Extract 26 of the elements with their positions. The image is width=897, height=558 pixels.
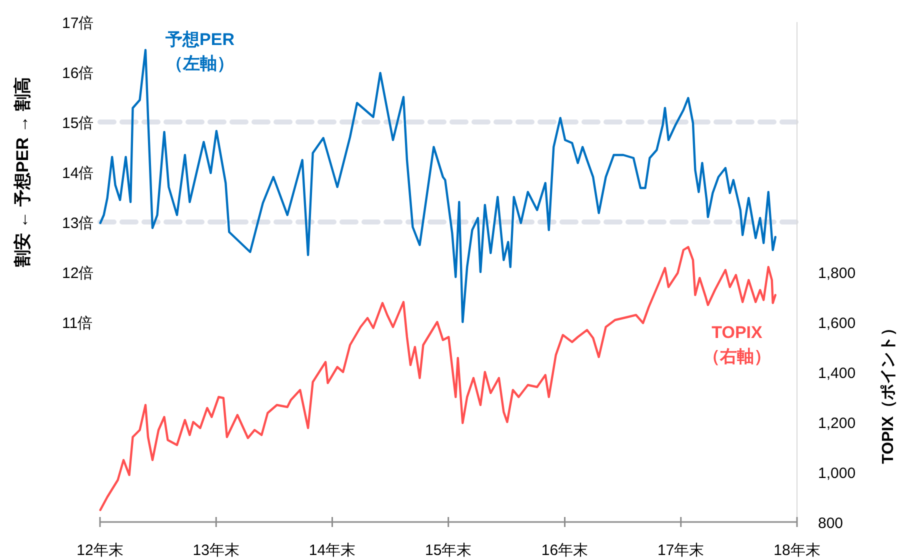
y-axis-title: 割安 ← 予想PER → 割高 (13, 77, 32, 268)
line-series (99, 246, 776, 512)
x-tick-label: 15年末 (424, 542, 472, 558)
x-tick-label: 14年末 (308, 542, 356, 558)
y-tick-label: 14倍 (62, 165, 94, 182)
y-tick-label: 17倍 (62, 15, 94, 32)
y-tick-label: 13倍 (62, 215, 94, 232)
y-tick-label: 12倍 (62, 265, 94, 282)
y2-tick-label: 1,600 (818, 315, 856, 332)
x-tick-label: 13年末 (192, 542, 240, 558)
y2-tick-label: 1,800 (818, 265, 856, 282)
series-label: TOPIX （右軸） (703, 323, 771, 366)
y2-tick-label: 1,200 (818, 415, 856, 432)
x-tick-label: 18年末 (774, 542, 820, 558)
y2-tick-label: 800 (818, 515, 844, 532)
x-tick-label: 12年末 (76, 542, 124, 558)
y-tick-label: 11倍 (62, 315, 93, 332)
y2-tick-label: 1,400 (818, 365, 856, 382)
y2-tick-label: 1,000 (818, 465, 856, 482)
y-tick-label: 16倍 (62, 65, 94, 82)
line-series (99, 48, 776, 324)
y2-axis-title: TOPIX（ポイント） (880, 320, 897, 464)
x-tick-label: 16年末 (541, 542, 588, 558)
y-tick-label: 15倍 (62, 115, 94, 132)
series-label: 予想PER （左軸） (164, 30, 234, 73)
x-tick-label: 17年末 (658, 542, 704, 558)
